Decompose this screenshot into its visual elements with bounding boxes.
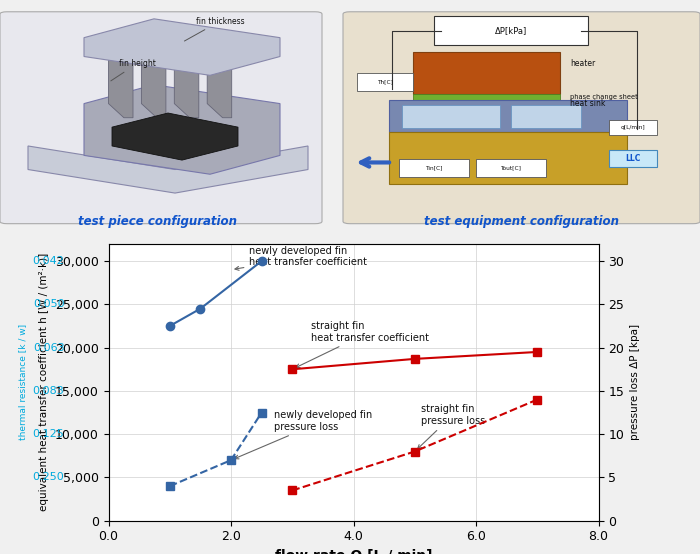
Bar [413, 94, 560, 100]
Polygon shape [84, 85, 280, 175]
Text: phase change sheet: phase change sheet [570, 94, 638, 100]
Polygon shape [84, 19, 280, 75]
Text: fin thickness: fin thickness [184, 17, 244, 41]
FancyBboxPatch shape [434, 17, 588, 45]
FancyBboxPatch shape [343, 12, 700, 224]
Text: LLC: LLC [625, 153, 640, 163]
Text: heat sink: heat sink [570, 99, 606, 108]
Polygon shape [108, 43, 133, 118]
FancyBboxPatch shape [609, 150, 657, 167]
Polygon shape [112, 113, 238, 160]
FancyBboxPatch shape [0, 12, 322, 224]
Y-axis label: pressure loss ΔP [kpa]: pressure loss ΔP [kpa] [630, 324, 640, 440]
Text: ΔP[kPa]: ΔP[kPa] [495, 26, 527, 35]
Text: Th[C]: Th[C] [377, 79, 393, 84]
Text: heater: heater [570, 59, 596, 68]
FancyBboxPatch shape [399, 159, 469, 177]
Bar [413, 52, 560, 94]
Bar [389, 132, 626, 184]
FancyBboxPatch shape [357, 73, 413, 91]
Text: 0.083: 0.083 [33, 386, 64, 396]
Polygon shape [207, 43, 232, 118]
Text: Tout[C]: Tout[C] [500, 165, 522, 170]
Text: 0.050: 0.050 [33, 299, 64, 309]
Text: thermal resistance [k / w]: thermal resistance [k / w] [18, 324, 27, 440]
Bar [389, 100, 626, 132]
Text: newly developed fin
heat transfer coefficient: newly developed fin heat transfer coeffi… [235, 246, 368, 270]
Text: q[L/min]: q[L/min] [620, 125, 645, 130]
Text: newly developed fin
pressure loss: newly developed fin pressure loss [234, 411, 372, 459]
Polygon shape [174, 43, 199, 118]
Text: 0.125: 0.125 [33, 429, 64, 439]
Text: Tin[C]: Tin[C] [426, 165, 442, 170]
Text: test equipment configuration: test equipment configuration [424, 216, 619, 228]
Text: straight fin
pressure loss: straight fin pressure loss [418, 404, 485, 449]
Bar [402, 105, 500, 129]
Text: straight fin
heat transfer coefficient: straight fin heat transfer coefficient [296, 321, 428, 368]
FancyBboxPatch shape [609, 120, 657, 135]
FancyBboxPatch shape [476, 159, 546, 177]
Text: test piece configuration: test piece configuration [78, 216, 237, 228]
Text: fin height: fin height [111, 59, 156, 81]
X-axis label: flow rate Q [L / min]: flow rate Q [L / min] [274, 549, 433, 554]
Bar [511, 105, 581, 129]
Y-axis label: equivalent heat transfer coefficient h [W / (m²·k)]: equivalent heat transfer coefficient h [… [39, 253, 49, 511]
Text: 0.250: 0.250 [33, 473, 64, 483]
Text: 0.063: 0.063 [33, 342, 64, 353]
Text: 0.042: 0.042 [32, 256, 64, 266]
Polygon shape [141, 43, 166, 118]
Polygon shape [28, 146, 308, 193]
